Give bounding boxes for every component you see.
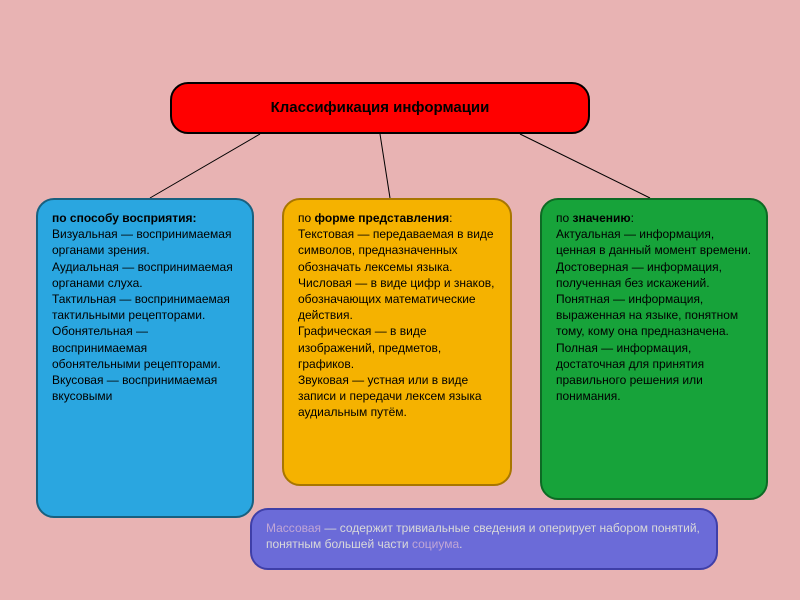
box-form-body: Текстовая — передаваемая в виде символов… [298,227,494,419]
box-mass-body: — содержит тривиальные сведения и оперир… [266,521,700,551]
title-box: Классификация информации [170,82,590,134]
box-meaning-body: Актуальная — информация, ценная в данный… [556,227,751,403]
box-perception-body: Визуальная — воспринимаемая органами зре… [52,227,233,403]
box-perception-heading: по способу восприятия: [52,211,197,225]
box-meaning-heading-suffix: : [631,211,634,225]
box-form-heading-suffix: : [449,211,452,225]
box-mass-tail: социума [412,537,459,551]
connector-line [150,134,260,198]
box-mass: Массовая — содержит тривиальные сведения… [250,508,718,570]
box-form-heading-prefix: по [298,211,315,225]
diagram-canvas: Классификация информации по способу восп… [0,0,800,600]
box-meaning-heading-bold: значению [573,211,631,225]
connector-line [520,134,650,198]
box-meaning-heading-prefix: по [556,211,573,225]
box-perception: по способу восприятия: Визуальная — восп… [36,198,254,518]
box-form-heading-bold: форме представления [315,211,450,225]
box-meaning: по значению: Актуальная — информация, це… [540,198,768,500]
connector-line [380,134,390,198]
box-mass-tail-suffix: . [459,537,462,551]
box-mass-lead: Массовая [266,521,321,535]
box-form: по форме представления: Текстовая — пере… [282,198,512,486]
title-text: Классификация информации [271,98,490,118]
